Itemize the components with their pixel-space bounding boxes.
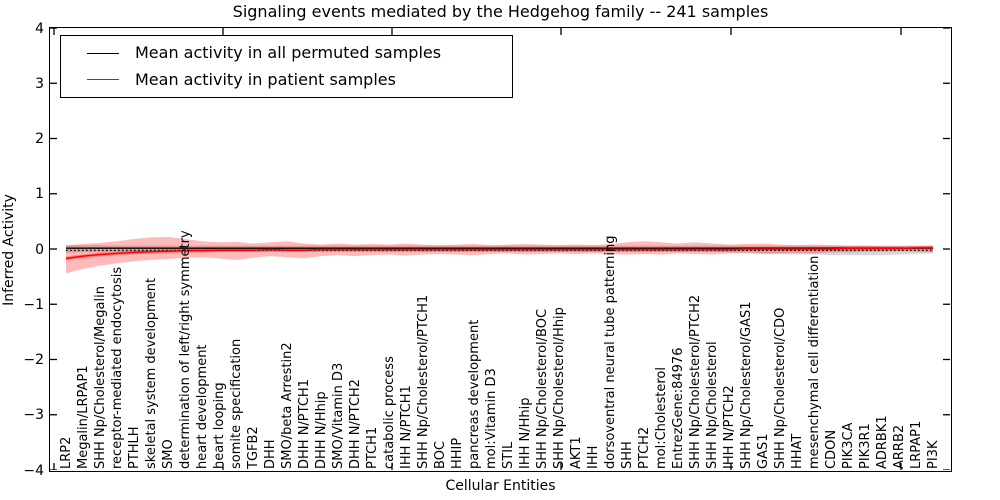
x-category-label: somite specification <box>228 338 244 469</box>
y-tick-label: 0 <box>35 241 44 258</box>
x-category-label: HHIP <box>449 437 465 469</box>
x-category-label: LRP2 <box>58 436 74 469</box>
x-category-label: SMO <box>160 439 176 469</box>
x-category-label: ARRB2 <box>891 424 907 469</box>
x-category-label: SHH Np/Cholesterol/Hhip <box>551 307 567 469</box>
x-category-label: pancreas development <box>466 319 482 469</box>
chart-series-canvas <box>50 28 950 470</box>
x-category-label: DHH N/PTCH1 <box>296 379 312 469</box>
x-category-label: mol:Cholesterol <box>653 367 669 469</box>
x-category-label: SHH Np/Cholesterol <box>704 341 720 469</box>
legend-entry-patient: Mean activity in patient samples <box>87 67 512 93</box>
x-category-label: PTCH2 <box>636 426 652 469</box>
x-category-label: Megalin/LRPAP1 <box>75 365 91 469</box>
x-category-label: SMO/Vitamin D3 <box>330 362 346 469</box>
x-category-label: DHH N/PTCH2 <box>347 379 363 469</box>
x-category-label: PI3K <box>925 440 941 469</box>
x-category-label: PTHLH <box>126 426 142 469</box>
x-category-label: AKT1 <box>568 436 584 469</box>
x-category-label: SHH Np/Cholesterol/Megalin <box>92 286 108 469</box>
x-category-label: IHH <box>585 445 601 469</box>
y-tick-label: 4 <box>35 20 44 37</box>
legend-line-sample-red <box>87 79 119 81</box>
x-category-label: catabolic process <box>381 356 397 469</box>
x-category-label: HHAT <box>789 433 805 469</box>
x-category-label: SHH Np/Cholesterol/PTCH1 <box>415 294 431 469</box>
y-tick-label: −3 <box>23 407 44 424</box>
x-category-label: GAS1 <box>755 433 771 470</box>
x-category-label: SHH Np/Cholesterol/CDO <box>772 307 788 469</box>
x-category-label: dorsoventral neural tube patterning <box>602 235 618 469</box>
y-tick-label: −1 <box>23 296 44 313</box>
x-category-label: EntrezGene:84976 <box>670 347 686 469</box>
x-category-label: SHH Np/Cholesterol/GAS1 <box>738 301 754 469</box>
x-category-label: SMO/beta Arrestin2 <box>279 342 295 469</box>
y-tick-label: 3 <box>35 75 44 92</box>
x-category-label: heart looping <box>211 382 227 469</box>
x-axis-label: Cellular Entities <box>445 478 556 494</box>
chart-title: Signaling events mediated by the Hedgeho… <box>232 2 769 21</box>
legend-label: Mean activity in all permuted samples <box>135 43 442 63</box>
x-category-label: LRPAP1 <box>908 420 924 469</box>
y-tick-label: 1 <box>35 186 44 203</box>
x-category-label: DHH <box>262 439 278 469</box>
x-category-label: SHH Np/Cholesterol/PTCH2 <box>687 294 703 469</box>
legend-box: Mean activity in all permuted samples Me… <box>60 35 513 98</box>
x-category-label: TGFB2 <box>245 426 261 469</box>
x-category-label: SHH <box>619 441 635 469</box>
x-category-label: PIK3R1 <box>857 423 873 469</box>
y-tick-label: −4 <box>23 462 44 479</box>
x-category-label: IHH N/Hhip <box>517 397 533 470</box>
x-category-label: IHH N/PTCH2 <box>721 385 737 469</box>
x-category-label: skeletal system development <box>143 277 159 469</box>
x-category-label: heart development <box>194 344 210 469</box>
x-category-label: PTCH1 <box>364 426 380 469</box>
x-category-label: STIL <box>500 441 516 469</box>
y-tick-label: 2 <box>35 131 44 147</box>
x-category-label: ADRBK1 <box>874 415 890 469</box>
x-category-label: DHH N/Hhip <box>313 391 329 469</box>
x-category-label: PIK3CA <box>840 422 856 469</box>
plot-area <box>49 27 952 472</box>
x-category-label: SHH Np/Cholesterol/BOC <box>534 308 550 469</box>
x-category-label: CDON <box>823 429 839 469</box>
x-category-label: determination of left/right symmetry <box>177 230 193 469</box>
legend-label: Mean activity in patient samples <box>135 69 396 89</box>
y-tick-label: −2 <box>23 352 44 368</box>
x-category-label: receptor-mediated endocytosis <box>109 266 125 469</box>
x-category-label: BOC <box>432 441 448 469</box>
legend-line-sample-black <box>87 52 119 54</box>
x-category-label: mesenchymal cell differentiation <box>806 255 822 469</box>
x-category-label: mol:Vitamin D3 <box>483 368 499 469</box>
legend-entry-permuted: Mean activity in all permuted samples <box>87 40 512 66</box>
x-category-label: IHH N/PTCH1 <box>398 385 414 469</box>
